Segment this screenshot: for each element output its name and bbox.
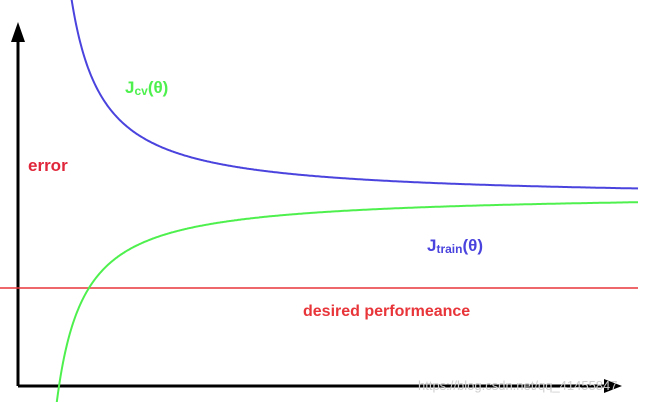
jtrain-series-label: Jtrain(θ) [427,236,483,256]
watermark: https://blog.csdn.net/qq_41455847 [418,378,618,393]
x-axis-arrow [604,379,622,393]
jcv-series-label: Jcv(θ) [125,78,168,98]
desired-performance-label: desired performeance [303,303,470,320]
jcv-label-main: J [125,78,134,97]
jtrain-curve [70,0,639,190]
jcv-curve [55,201,638,402]
jtrain-label-tail: (θ) [462,236,483,255]
jtrain-label-main: J [427,236,436,255]
jcv-label-sub: cv [134,84,148,98]
y-axis-label: error [28,156,68,175]
jcv-label-tail: (θ) [148,78,169,97]
y-axis-arrow [11,22,25,42]
jtrain-label-sub: train [436,242,462,256]
